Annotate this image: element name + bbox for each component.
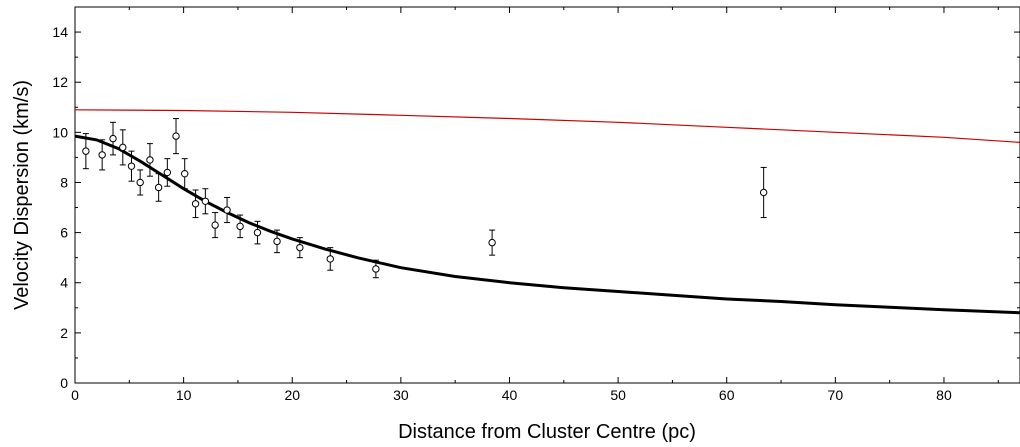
point-marker <box>211 221 219 229</box>
x-tick-label: 40 <box>502 387 518 403</box>
model-curves <box>74 109 1020 315</box>
data-point <box>172 118 180 155</box>
y-tick-label: 12 <box>52 74 68 90</box>
data-point <box>372 259 380 279</box>
point-marker <box>172 132 180 140</box>
y-tick-label: 6 <box>60 225 68 241</box>
data-point <box>163 158 172 187</box>
point-marker <box>127 162 136 170</box>
point-marker <box>201 197 210 205</box>
x-tick-label: 70 <box>828 387 844 403</box>
y-axis-label: Velocity Dispersion (km/s) <box>11 80 33 310</box>
y-tick-label: 4 <box>60 275 68 291</box>
data-point <box>191 189 200 219</box>
data-point <box>223 197 231 224</box>
data-point <box>326 247 334 271</box>
x-tick-label: 60 <box>719 387 735 403</box>
y-tick-label: 0 <box>60 375 68 391</box>
data-point <box>98 139 106 171</box>
point-marker <box>109 134 117 143</box>
point-marker <box>759 188 768 197</box>
point-marker <box>273 237 281 246</box>
y-tick-label: 14 <box>52 24 68 40</box>
point-marker <box>296 243 304 252</box>
x-tick-label: 10 <box>176 387 192 403</box>
y-tick-label: 8 <box>60 174 68 190</box>
point-marker <box>488 238 496 247</box>
x-tick-label: 80 <box>936 387 952 403</box>
point-marker <box>136 178 144 187</box>
point-marker <box>253 228 262 237</box>
point-marker <box>372 265 380 273</box>
point-marker <box>181 169 189 178</box>
point-marker <box>223 206 231 214</box>
point-marker <box>326 255 334 263</box>
x-axis-label: Distance from Cluster Centre (pc) <box>398 421 696 443</box>
data-point <box>154 173 163 202</box>
data-point <box>136 169 144 196</box>
data-point <box>296 237 304 259</box>
point-marker <box>236 222 244 231</box>
data-point <box>253 220 262 245</box>
data-point <box>119 129 127 166</box>
data-point <box>82 133 90 170</box>
data-point <box>127 150 136 182</box>
point-marker <box>119 143 127 152</box>
data-point <box>181 158 189 190</box>
point-marker <box>82 147 90 155</box>
data-point <box>236 214 244 239</box>
data-point <box>211 212 219 239</box>
x-tick-label: 20 <box>284 387 300 403</box>
data-point <box>109 121 117 156</box>
x-tick-label: 30 <box>393 387 409 403</box>
y-axis-ticks: 0 2 4 6 8 10 12 14 <box>52 24 1020 391</box>
data-point <box>759 166 768 219</box>
point-marker <box>98 151 106 159</box>
red-model-curve <box>74 109 1020 143</box>
data-points <box>82 118 768 279</box>
data-point <box>273 229 281 254</box>
point-marker <box>154 183 163 192</box>
black-model-curve <box>74 134 1020 315</box>
x-tick-label: 0 <box>71 387 79 403</box>
y-tick-label: 10 <box>52 124 68 140</box>
data-point <box>488 229 496 256</box>
data-point <box>201 188 210 215</box>
plot-frame <box>74 6 1020 384</box>
y-tick-label: 2 <box>60 325 68 341</box>
x-axis-ticks: 0 10 20 30 40 50 60 70 80 <box>71 7 999 403</box>
data-point <box>146 143 154 177</box>
x-tick-label: 50 <box>610 387 626 403</box>
point-marker <box>191 200 200 208</box>
point-marker <box>163 168 172 177</box>
point-marker <box>146 156 154 164</box>
